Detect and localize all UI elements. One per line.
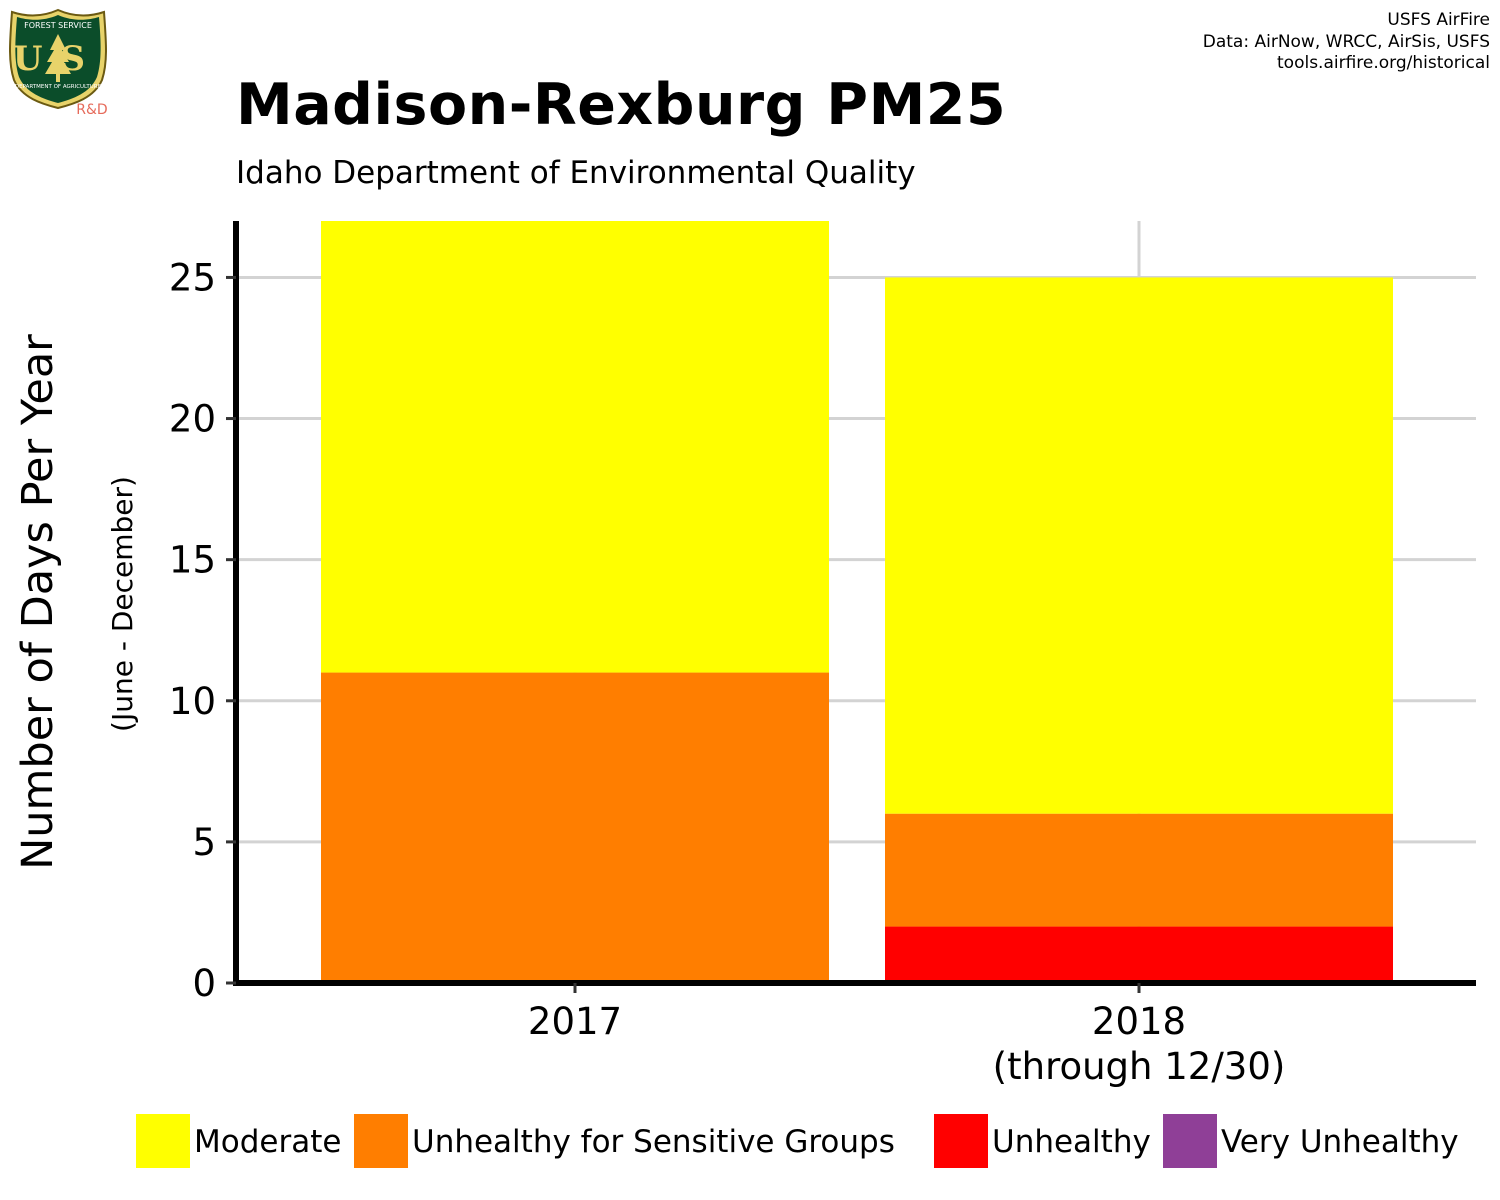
- logo-badge: R&D: [76, 102, 107, 118]
- credit-line-2: Data: AirNow, WRCC, AirSis, USFS: [1202, 31, 1490, 52]
- x-tick-label: 2018: [1092, 1000, 1186, 1043]
- y-tick-label: 0: [192, 962, 216, 1005]
- y-tick-label: 25: [169, 256, 216, 299]
- legend-label: Moderate: [194, 1124, 341, 1160]
- bars: [321, 221, 1393, 983]
- legend-swatch: [1163, 1114, 1217, 1168]
- x-tick-label: 2017: [528, 1000, 622, 1043]
- logo-bottom-text: DEPARTMENT OF AGRICULTURE: [15, 84, 102, 90]
- legend-swatch: [354, 1114, 408, 1168]
- credit-line-1: USFS AirFire: [1387, 10, 1490, 30]
- legend: Moderate Unhealthy for Sensitive Groups Un…: [136, 1114, 1459, 1168]
- tree-icon: [45, 34, 71, 82]
- legend-swatch: [136, 1114, 190, 1168]
- bar-segment: [885, 926, 1393, 983]
- bar-segment: [321, 672, 829, 983]
- y-tick-label: 15: [169, 539, 216, 582]
- bar-segment: [885, 813, 1393, 927]
- chart-title: Madison-Rexburg PM25: [236, 72, 1007, 138]
- y-tick-label: 10: [169, 680, 216, 723]
- forest-service-logo: FOREST SERVICE US DEPARTMENT OF AGRICULT…: [9, 8, 108, 118]
- x-tick-label: (through 12/30): [993, 1045, 1286, 1088]
- y-tick-label: 20: [169, 398, 216, 441]
- credit-line-3: tools.airfire.org/historical: [1277, 53, 1490, 73]
- credits: USFS AirFire Data: AirNow, WRCC, AirSis,…: [1203, 10, 1490, 75]
- axes: [233, 221, 1476, 986]
- bar-segment: [321, 221, 829, 673]
- y-ticks: 0 5 10 15 20 25: [169, 256, 236, 1005]
- legend-label: Unhealthy for Sensitive Groups: [412, 1124, 895, 1160]
- y-tick-label: 5: [192, 821, 216, 864]
- y-axis-sublabel: (June - December): [106, 476, 139, 732]
- legend-label: Unhealthy: [992, 1124, 1151, 1160]
- legend-label: Very Unhealthy: [1221, 1124, 1459, 1160]
- y-axis-label: Number of Days Per Year: [13, 334, 63, 870]
- logo-top-text: FOREST SERVICE: [24, 21, 92, 30]
- legend-swatch: [934, 1114, 988, 1168]
- chart-subtitle: Idaho Department of Environmental Qualit…: [236, 155, 916, 191]
- bar-segment: [885, 277, 1393, 814]
- x-ticks: 2017 2018(through 12/30): [528, 983, 1285, 1088]
